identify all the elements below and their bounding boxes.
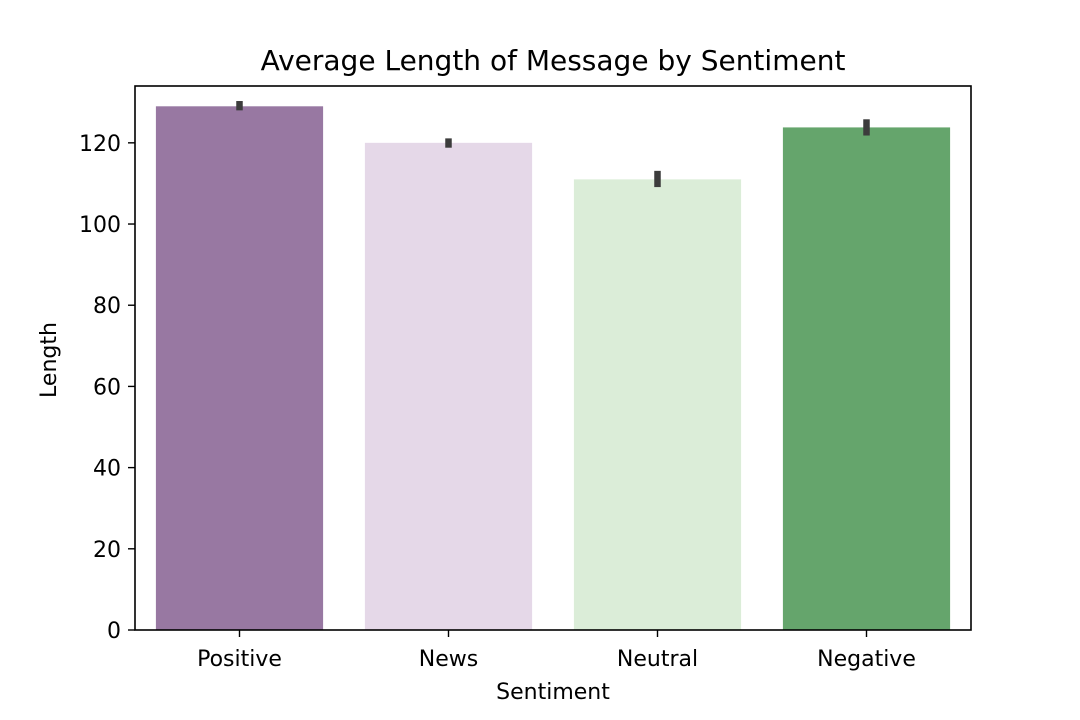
y-tick-label-60: 60 — [93, 375, 121, 400]
x-tick-label-negative: Negative — [817, 647, 916, 672]
y-tick-label-20: 20 — [93, 538, 121, 563]
y-axis-label: Length — [37, 322, 62, 398]
y-tick-label-120: 120 — [79, 132, 121, 157]
bar-positive — [155, 106, 324, 630]
x-tick-label-neutral: Neutral — [617, 647, 698, 672]
bars-layer — [155, 106, 951, 630]
bar-neutral — [573, 179, 742, 630]
x-axis-label: Sentiment — [496, 680, 610, 705]
x-axis: Positive News Neutral Negative — [197, 630, 916, 672]
x-tick-label-news: News — [419, 647, 478, 672]
y-tick-label-80: 80 — [93, 294, 121, 319]
y-tick-label-40: 40 — [93, 457, 121, 482]
chart-title: Average Length of Message by Sentiment — [261, 44, 846, 77]
y-tick-label-100: 100 — [79, 213, 121, 238]
y-tick-label-0: 0 — [107, 619, 121, 644]
plot-frame — [134, 85, 972, 631]
bar-news — [364, 142, 533, 630]
y-axis: 0 20 40 60 80 100 120 — [79, 132, 135, 644]
bar-negative — [782, 127, 951, 630]
errorbars-layer — [236, 101, 870, 188]
x-tick-label-positive: Positive — [197, 647, 282, 672]
